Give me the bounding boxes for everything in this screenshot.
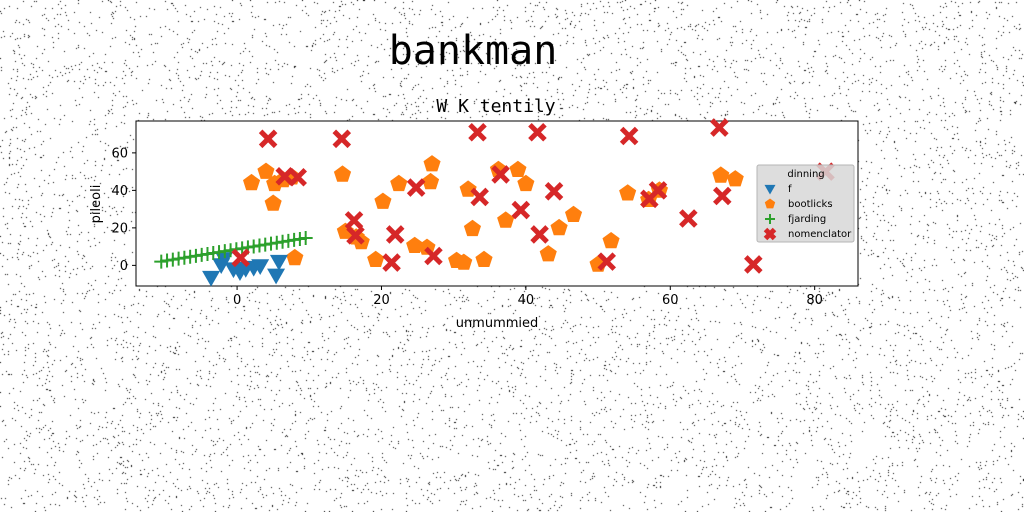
point-bootlicks <box>602 232 620 249</box>
point-nomenclator <box>258 129 278 149</box>
point-f <box>269 254 288 271</box>
figure-suptitle: bankman <box>389 28 558 74</box>
point-nomenclator <box>679 209 698 228</box>
point-nomenclator <box>470 187 489 207</box>
legend-marker-fjarding <box>765 214 775 224</box>
legend-item-fjarding: fjarding <box>765 214 826 225</box>
x-tick-label: 40 <box>518 293 535 308</box>
legend-frame <box>756 164 855 243</box>
legend-label: bootlicks <box>788 199 833 210</box>
point-bootlicks <box>423 155 441 172</box>
plot-area: 0 20 40 60 80 0 20 40 60 <box>111 118 859 308</box>
point-bootlicks <box>497 211 515 228</box>
legend-title: dinning <box>787 169 824 180</box>
point-fjarding <box>154 254 169 269</box>
point-bootlicks <box>367 250 385 267</box>
y-tick-label: 40 <box>111 184 128 199</box>
legend-marker-bootlicks <box>764 198 776 209</box>
point-bootlicks <box>286 248 304 266</box>
legend-label: nomenclator <box>788 229 852 240</box>
point-bootlicks <box>333 165 352 182</box>
point-nomenclator <box>385 225 405 244</box>
point-bootlicks <box>264 194 282 211</box>
point-bootlicks <box>475 250 493 267</box>
chart-title: W K tentily <box>436 96 555 117</box>
legend-marker-nomenclator <box>763 227 777 241</box>
point-nomenclator <box>346 226 365 245</box>
x-tick-label: 60 <box>662 293 679 308</box>
point-bootlicks <box>422 172 440 190</box>
point-nomenclator <box>406 178 426 197</box>
point-bootlicks <box>257 162 275 179</box>
point-nomenclator <box>597 252 617 271</box>
y-axis-label: pileoli <box>89 185 104 224</box>
series-nomenclator <box>231 118 835 274</box>
y-axis: 0 20 40 60 <box>111 146 136 274</box>
legend-marker-f <box>764 184 776 195</box>
point-bootlicks <box>565 205 583 222</box>
point-bootlicks <box>406 236 424 253</box>
point-bootlicks <box>517 174 535 192</box>
point-nomenclator <box>231 248 250 268</box>
y-tick-label: 60 <box>111 146 128 161</box>
point-f <box>212 258 231 274</box>
point-nomenclator <box>710 118 729 137</box>
point-nomenclator <box>528 122 547 142</box>
point-nomenclator <box>491 165 510 184</box>
point-f <box>251 259 270 275</box>
x-axis: 0 20 40 60 80 <box>233 286 823 308</box>
point-f <box>202 270 221 287</box>
y-tick-label: 0 <box>120 259 128 274</box>
y-tick-label: 20 <box>111 221 128 236</box>
legend-label: fjarding <box>788 214 826 225</box>
data-points <box>154 118 835 287</box>
point-fjarding <box>298 231 313 245</box>
point-f <box>267 268 286 285</box>
legend-label: f <box>788 184 792 195</box>
point-bootlicks <box>463 219 481 237</box>
point-nomenclator <box>530 225 549 244</box>
point-bootlicks <box>712 166 730 183</box>
legend-item-bootlicks: bootlicks <box>764 198 833 210</box>
point-bootlicks <box>726 170 744 187</box>
point-nomenclator <box>332 129 352 149</box>
point-nomenclator <box>382 253 401 272</box>
point-bootlicks <box>374 192 392 209</box>
point-nomenclator <box>619 126 639 146</box>
point-bootlicks <box>550 218 568 236</box>
point-bootlicks <box>619 184 637 201</box>
legend-item-f: f <box>764 184 792 195</box>
point-bootlicks <box>539 245 557 262</box>
point-nomenclator <box>511 200 531 220</box>
point-nomenclator <box>712 186 732 206</box>
x-tick-label: 0 <box>233 293 241 308</box>
series-f <box>202 252 288 287</box>
x-tick-label: 20 <box>373 293 390 308</box>
point-nomenclator <box>744 255 763 274</box>
point-nomenclator <box>648 181 668 200</box>
legend-items: f bootlicks fjarding nomenclator <box>763 184 852 241</box>
legend-item-nomenclator: nomenclator <box>763 227 852 241</box>
point-nomenclator <box>344 211 364 230</box>
x-axis-label: unmummied <box>456 316 539 331</box>
point-bootlicks <box>390 174 408 192</box>
x-tick-label: 80 <box>806 293 823 308</box>
legend: dinning f bootlicks fjarding nomenclator <box>756 164 855 243</box>
point-bootlicks <box>455 253 473 270</box>
point-nomenclator <box>544 182 564 201</box>
plot-frame <box>135 120 859 287</box>
series-fjarding <box>154 231 313 269</box>
point-bootlicks <box>509 160 527 177</box>
point-nomenclator <box>288 167 307 187</box>
point-nomenclator <box>468 122 487 142</box>
point-nomenclator <box>424 246 443 266</box>
point-bootlicks <box>243 173 261 191</box>
